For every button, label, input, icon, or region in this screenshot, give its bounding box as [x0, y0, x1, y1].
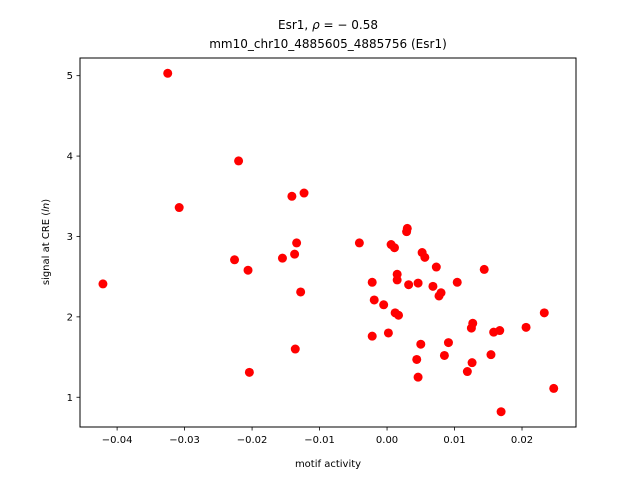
- data-point: [486, 350, 496, 360]
- data-point: [290, 344, 300, 354]
- data-point: [549, 383, 559, 393]
- x-tick-label: −0.04: [102, 435, 133, 446]
- data-point: [436, 288, 446, 298]
- y-tick-label: 1: [67, 393, 73, 404]
- data-point: [496, 407, 506, 417]
- data-point: [392, 275, 402, 285]
- data-point: [299, 188, 309, 198]
- data-point: [367, 277, 377, 287]
- x-tick-label: −0.03: [169, 435, 200, 446]
- chart-title-rho-value: = − 0.58: [320, 18, 378, 32]
- y-axis-label-italic: ln: [41, 203, 52, 212]
- data-point: [402, 223, 412, 233]
- data-point: [479, 264, 489, 274]
- data-point: [296, 287, 306, 297]
- data-point: [431, 262, 441, 272]
- x-axis-label: motif activity: [295, 459, 361, 470]
- data-point: [420, 252, 430, 262]
- x-tick-label: 0.01: [443, 435, 465, 446]
- data-point: [230, 255, 240, 265]
- chart-title-line2: mm10_chr10_4885605_4885756 (Esr1): [209, 37, 447, 51]
- y-axis-label-prefix: signal at CRE (: [41, 212, 52, 285]
- x-tick-label: 0.02: [511, 435, 533, 446]
- data-point: [443, 338, 453, 348]
- data-point: [467, 358, 477, 368]
- data-point: [404, 280, 414, 290]
- data-point: [394, 310, 404, 320]
- data-point: [539, 308, 549, 318]
- y-axis-label-suffix: ): [41, 199, 52, 203]
- y-axis: 1 2 3 4 5: [67, 71, 80, 404]
- data-point: [287, 191, 297, 201]
- data-point: [468, 318, 478, 328]
- data-point: [412, 354, 422, 364]
- data-point: [354, 238, 364, 248]
- plot-area: [79, 57, 577, 428]
- data-point: [244, 367, 254, 377]
- data-point: [367, 331, 377, 341]
- y-tick-label: 4: [67, 152, 73, 163]
- data-point: [413, 278, 423, 288]
- data-point: [290, 249, 300, 259]
- chart-title-prefix: Esr1,: [278, 18, 312, 32]
- data-point: [416, 339, 426, 349]
- data-point: [163, 68, 173, 78]
- chart-title-rho: ρ: [312, 18, 320, 32]
- data-point: [428, 281, 438, 291]
- data-points: [98, 68, 559, 417]
- y-axis-label: signal at CRE (ln): [41, 199, 52, 285]
- data-point: [452, 277, 462, 287]
- x-tick-label: 0.00: [376, 435, 398, 446]
- data-point: [521, 322, 531, 332]
- data-point: [383, 328, 393, 338]
- data-point: [495, 326, 505, 336]
- data-point: [369, 295, 379, 305]
- data-point: [389, 243, 399, 253]
- data-point: [243, 265, 253, 275]
- data-point: [98, 279, 108, 289]
- data-point: [277, 253, 287, 263]
- data-point: [439, 350, 449, 360]
- y-tick-label: 3: [67, 232, 73, 243]
- data-point: [413, 372, 423, 382]
- data-point: [234, 156, 244, 166]
- x-tick-label: −0.02: [237, 435, 268, 446]
- y-tick-label: 5: [67, 71, 73, 82]
- y-tick-label: 2: [67, 312, 73, 323]
- data-point: [292, 238, 302, 248]
- x-axis: −0.04 −0.03 −0.02 −0.01 0.00 0.01 0.02: [102, 427, 533, 446]
- data-point: [174, 203, 184, 213]
- data-point: [379, 300, 389, 310]
- data-point: [462, 367, 472, 377]
- x-tick-label: −0.01: [304, 435, 335, 446]
- chart-title-line1: Esr1, ρ = − 0.58: [278, 18, 378, 32]
